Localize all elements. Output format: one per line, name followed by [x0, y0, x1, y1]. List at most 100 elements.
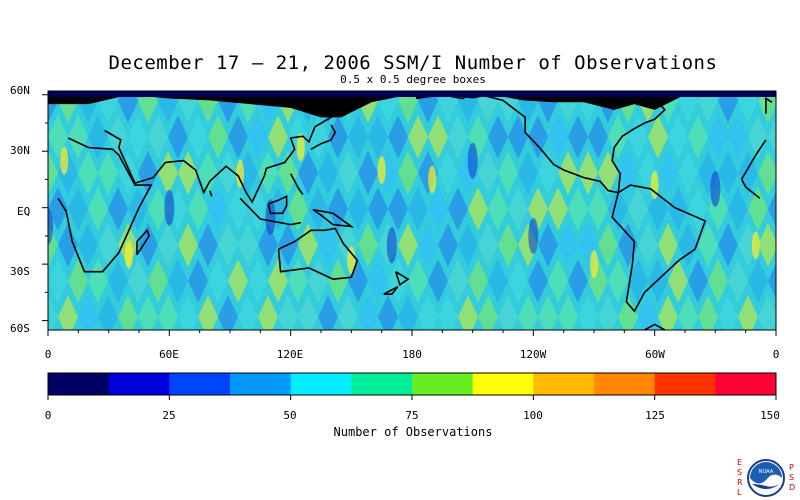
swath-diamond: [658, 295, 678, 330]
swath-diamond: [738, 295, 758, 330]
swath-diamond: [458, 223, 478, 267]
lon-label-120w: 120W: [519, 348, 547, 361]
swath-diamond: [408, 259, 428, 303]
swath-diamond: [778, 79, 798, 123]
high-count-patch: [296, 133, 305, 162]
swath-diamond: [758, 295, 776, 330]
swath-diamond: [158, 223, 178, 267]
swath-diamond: [578, 151, 598, 195]
swath-diamond: [448, 187, 468, 231]
swath-diamond: [768, 263, 776, 299]
swath-diamond: [568, 115, 588, 159]
swath-diamond: [318, 295, 338, 330]
swath-diamond: [778, 151, 798, 195]
swath-diamond: [538, 295, 558, 330]
swath-diamond: [428, 187, 448, 231]
swath-diamond: [168, 259, 188, 303]
swath-diamond: [98, 223, 118, 267]
swath-diamond: [728, 259, 748, 303]
swath-diamond: [538, 223, 558, 267]
swath-diamond: [748, 187, 768, 231]
swath-diamond: [618, 295, 638, 330]
swath-diamond: [738, 223, 758, 267]
swath-diamond: [488, 259, 508, 303]
swath-diamond: [238, 223, 258, 267]
colorbar-cell: [533, 373, 595, 395]
colorbar-tick-150: 150: [760, 409, 780, 422]
polar-no-data: [48, 91, 776, 118]
coastline-australia: [277, 227, 359, 281]
lat-label-30n: 30N: [10, 144, 30, 157]
swath-diamond: [678, 91, 698, 123]
swath-diamond: [48, 151, 58, 195]
swath-diamond: [198, 151, 218, 195]
logo-letter-s: S: [737, 468, 743, 477]
coastline-samerica: [611, 184, 707, 313]
swath-diamond: [638, 295, 658, 330]
colorbar-cell: [412, 373, 474, 395]
colorbar-cell: [594, 373, 656, 395]
swath-diamond: [298, 151, 318, 195]
swath-diamond: [368, 259, 388, 303]
low-count-patch: [48, 208, 53, 245]
swath-diamond: [578, 295, 598, 330]
logo-noaa-text: NOAA: [759, 469, 774, 475]
swath-diamond: [178, 295, 198, 330]
swath-diamond: [108, 115, 128, 159]
swath-diamond: [128, 259, 148, 303]
swath-diamond: [158, 295, 178, 330]
swath-diamond: [748, 259, 768, 303]
swath-diamond: [698, 223, 718, 267]
lat-label-30s: 30S: [10, 265, 30, 278]
logo-letter-r: R: [737, 478, 743, 487]
swath-diamond: [788, 259, 800, 303]
swath-diamond: [118, 295, 138, 330]
swath-diamond: [138, 91, 158, 123]
swath-diamond: [398, 223, 418, 267]
swath-diamond: [718, 151, 738, 195]
swath-diamond: [738, 151, 758, 195]
swath-diamond: [648, 115, 668, 159]
high-count-patch: [428, 165, 437, 194]
high-count-patch: [347, 246, 356, 275]
swath-diamond: [188, 187, 208, 231]
swath-diamond: [188, 259, 208, 303]
swath-diamond: [448, 259, 468, 303]
coastline-asia: [104, 91, 409, 204]
swath-diamond: [758, 151, 776, 195]
swath-diamond: [508, 187, 528, 231]
swath-diamond: [588, 115, 608, 159]
low-count-patch: [467, 142, 478, 179]
swath-diamond: [318, 223, 338, 267]
coastline-borneo: [267, 195, 288, 215]
lat-label-60n: 60N: [10, 84, 30, 97]
swath-diamond: [428, 259, 448, 303]
logo-letter-e: E: [737, 458, 743, 467]
swath-diamond: [758, 91, 776, 123]
swath-diamond: [138, 151, 158, 195]
swath-diamond: [338, 151, 358, 195]
swath-diamond: [628, 115, 648, 159]
lon-label-60w: 60W: [645, 348, 665, 361]
swath-diamond: [358, 151, 378, 195]
swath-diamond: [208, 259, 228, 303]
swath-diamond: [318, 151, 338, 195]
swath-diamond: [498, 295, 518, 330]
high-count-patch: [590, 250, 598, 279]
swath-diamond: [548, 259, 568, 303]
swath-diamond: [428, 115, 448, 159]
swath-diamond: [658, 223, 678, 267]
swath-diamond: [108, 187, 128, 231]
swath-diamond: [298, 295, 318, 330]
logo-letter-l: L: [737, 488, 742, 497]
swath-diamond: [328, 115, 348, 159]
swath-diamond: [558, 295, 578, 330]
swath-diamond: [688, 259, 708, 303]
colorbar-cell: [715, 373, 777, 395]
swath-diamond: [728, 115, 748, 159]
swath-diamond: [338, 295, 358, 330]
colorbar-ticks: [47, 395, 777, 400]
swath-diamond: [438, 91, 458, 123]
swath-diamond: [688, 115, 708, 159]
colorbar-tick-50: 50: [283, 409, 297, 422]
